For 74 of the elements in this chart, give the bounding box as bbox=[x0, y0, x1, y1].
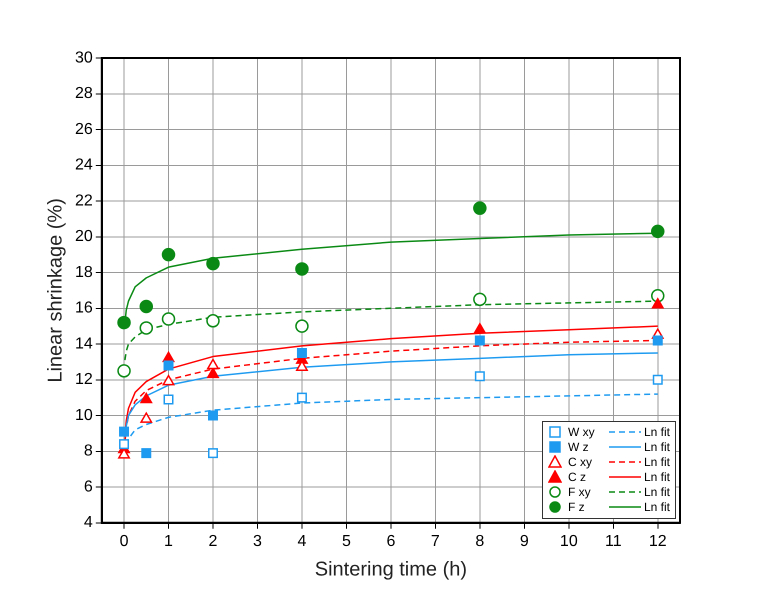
point bbox=[295, 319, 309, 333]
y-tick-label: 8 bbox=[84, 442, 93, 460]
point bbox=[206, 256, 220, 270]
x-tick-label: 3 bbox=[253, 532, 262, 550]
legend-label: Ln fit bbox=[644, 454, 670, 470]
point bbox=[140, 300, 154, 314]
y-tick-label: 22 bbox=[75, 192, 93, 210]
y-tick-label: 10 bbox=[75, 406, 93, 424]
y-tick-label: 4 bbox=[84, 514, 93, 532]
y-tick-label: 12 bbox=[75, 371, 93, 388]
point bbox=[474, 371, 485, 382]
x-tick-label: 2 bbox=[208, 532, 218, 550]
point bbox=[140, 321, 154, 335]
y-axis-title: Linear shrinkage (%) bbox=[44, 198, 67, 383]
legend-label: W z bbox=[568, 440, 590, 455]
y-tick-label: 18 bbox=[75, 264, 93, 281]
x-tick-label: 6 bbox=[386, 532, 396, 550]
legend-label: Ln fit bbox=[644, 440, 670, 455]
y-tick-label: 20 bbox=[75, 228, 93, 246]
y-tick-label: 14 bbox=[75, 335, 93, 352]
point bbox=[296, 348, 307, 358]
point bbox=[117, 316, 131, 330]
legend-label: Ln fit bbox=[644, 484, 670, 500]
legend-label: C z bbox=[568, 470, 587, 485]
point bbox=[473, 292, 487, 306]
point bbox=[140, 392, 152, 404]
point bbox=[140, 412, 152, 423]
y-tick-label: 30 bbox=[75, 49, 93, 66]
point bbox=[295, 262, 309, 276]
x-tick-label: 5 bbox=[342, 532, 351, 550]
point bbox=[206, 314, 220, 328]
legend-label: F z bbox=[568, 500, 586, 515]
x-tick-label: 10 bbox=[560, 532, 578, 550]
point bbox=[164, 360, 174, 370]
point bbox=[208, 410, 218, 421]
x-tick-label: 0 bbox=[120, 532, 129, 550]
point bbox=[652, 335, 663, 346]
point bbox=[652, 298, 664, 308]
x-tick-label: 9 bbox=[520, 532, 529, 550]
point bbox=[117, 364, 131, 378]
x-tick-label: 8 bbox=[475, 532, 484, 550]
point bbox=[652, 374, 663, 385]
x-axis-title: Sintering time (h) bbox=[314, 558, 468, 581]
x-tick-label: 1 bbox=[164, 532, 174, 550]
point bbox=[162, 312, 176, 326]
legend-label: Ln fit bbox=[644, 424, 670, 440]
x-tick-label: 7 bbox=[430, 532, 440, 550]
legend-label: C xy bbox=[568, 454, 593, 470]
point bbox=[207, 368, 219, 378]
legend-label: W xy bbox=[568, 424, 596, 440]
legend-label: Ln fit bbox=[644, 500, 670, 515]
x-tick-label: 12 bbox=[648, 532, 667, 550]
point bbox=[119, 426, 130, 437]
point bbox=[207, 358, 219, 370]
y-tick-label: 16 bbox=[75, 300, 93, 317]
point bbox=[208, 448, 218, 458]
point bbox=[141, 448, 152, 458]
point bbox=[651, 224, 665, 238]
y-tick-label: 28 bbox=[75, 85, 93, 102]
point bbox=[473, 201, 487, 215]
point bbox=[162, 374, 174, 386]
x-tick-label: 4 bbox=[297, 532, 306, 550]
point bbox=[119, 439, 130, 450]
y-tick-label: 26 bbox=[75, 120, 93, 138]
point bbox=[296, 392, 307, 403]
point bbox=[162, 248, 176, 262]
point bbox=[164, 394, 174, 404]
legend-label: Ln fit bbox=[644, 470, 670, 485]
y-tick-label: 24 bbox=[75, 156, 93, 174]
point bbox=[474, 335, 485, 346]
legend-label: F xy bbox=[568, 484, 592, 500]
point bbox=[474, 322, 486, 334]
x-tick-label: 11 bbox=[604, 532, 622, 550]
y-tick-label: 6 bbox=[84, 478, 93, 496]
